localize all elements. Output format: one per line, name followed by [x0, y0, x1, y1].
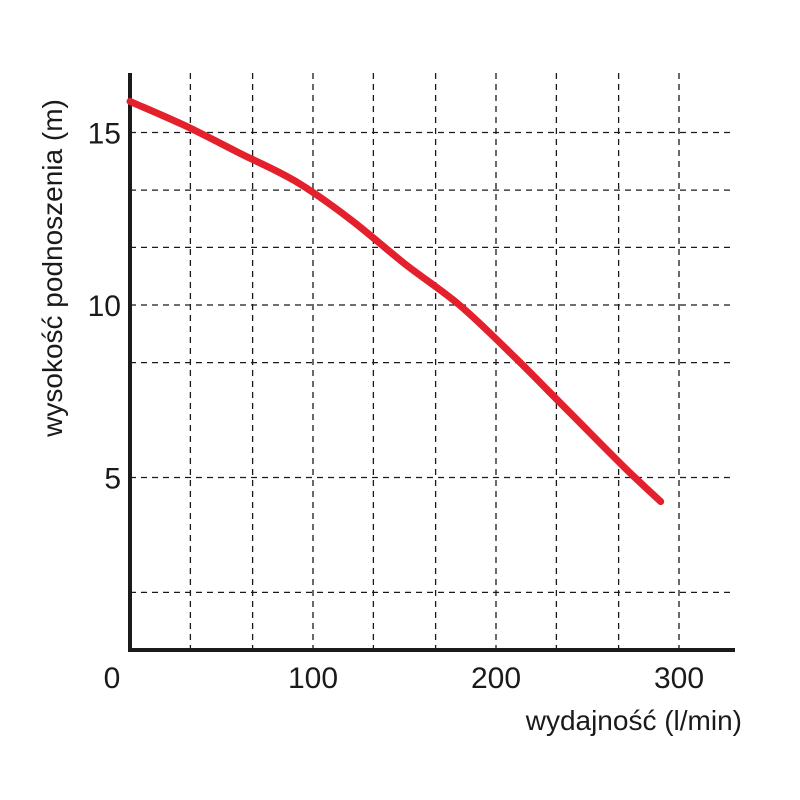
performance-curve: [126, 97, 665, 506]
x-axis-label: wydajność (l/min): [525, 705, 742, 736]
x-tick-label: 300: [654, 662, 704, 695]
axes: [128, 73, 735, 652]
y-tick-label: 15: [88, 118, 121, 151]
y-axis-label: wysokość podnoszenia (m): [37, 99, 68, 438]
y-tick-label: 10: [88, 290, 121, 323]
x-tick-label: 0: [104, 662, 121, 695]
x-tick-label: 100: [288, 662, 338, 695]
x-tick-label: 200: [471, 662, 521, 695]
tick-labels: 0 100 200 300 5 10 15: [88, 118, 704, 696]
series: [126, 97, 665, 506]
grid: [130, 73, 735, 650]
y-tick-label: 5: [104, 463, 121, 496]
